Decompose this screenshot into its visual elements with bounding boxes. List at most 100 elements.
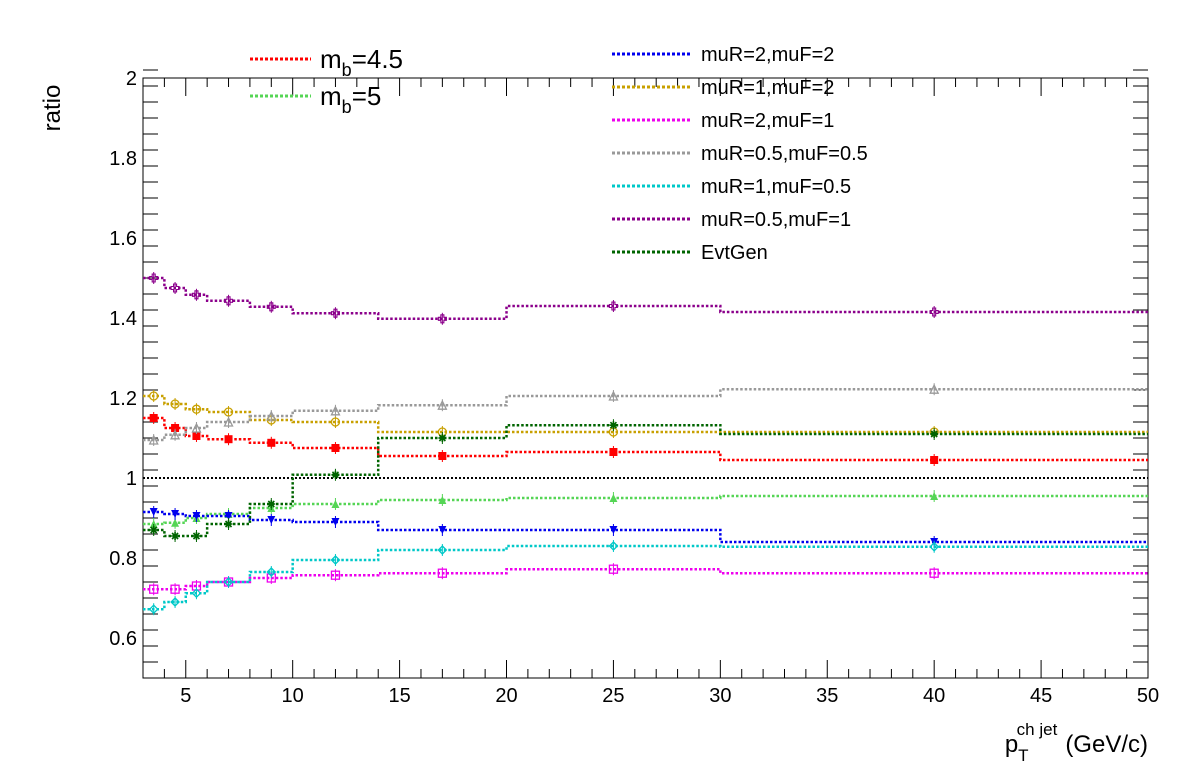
legend-label: muR=0.5,muF=0.5: [701, 143, 868, 165]
data-point-marker: [192, 532, 201, 540]
legend-big-label: mb=5: [320, 81, 381, 117]
data-point-marker: [170, 429, 181, 440]
data-point-marker: [929, 307, 939, 317]
data-point-marker: [330, 555, 341, 565]
series-step-line: [143, 416, 1148, 462]
y-tick-label: 2: [126, 68, 137, 90]
data-point-marker: [171, 532, 180, 540]
data-point-marker: [331, 444, 340, 452]
data-point-marker: [171, 518, 180, 527]
data-point-marker: [148, 434, 159, 445]
data-point-marker: [149, 508, 158, 516]
y-axis-label: ratio: [39, 85, 66, 132]
x-axis-label-sub: T: [1018, 746, 1028, 765]
x-tick-label: 50: [1137, 685, 1159, 707]
data-point-marker: [331, 470, 340, 479]
data-point-marker: [609, 494, 618, 502]
legend-label: EvtGen: [701, 242, 768, 264]
x-tick-label: 20: [495, 685, 517, 707]
data-point-marker: [192, 432, 201, 440]
data-point-marker: [170, 597, 180, 607]
data-point-marker: [929, 541, 940, 552]
data-point-marker: [191, 290, 202, 300]
legend-scales: muR=2,muF=2 muR=1,muF=2 muR=2,muF=1 muR=0.5…: [612, 44, 868, 264]
data-point-marker: [330, 570, 341, 580]
data-point-marker: [330, 405, 341, 416]
legend-label: muR=2,muF=1: [701, 110, 834, 132]
data-point-marker: [149, 584, 159, 594]
series-step-line: [143, 276, 1148, 321]
x-axis-label-unit: (GeV/c): [1065, 731, 1148, 758]
series-8: [143, 272, 1148, 325]
data-point-marker: [149, 414, 158, 422]
data-point-marker: [191, 404, 202, 414]
data-point-marker: [438, 496, 447, 504]
x-tick-label: 10: [282, 685, 304, 707]
legend-mass: mb=4.5mb=5: [250, 44, 403, 117]
data-point-marker: [149, 391, 159, 401]
data-point-marker: [437, 568, 448, 578]
x-axis-label-main: p: [1005, 731, 1018, 758]
y-tick-label: 0.6: [109, 628, 137, 650]
data-point-marker: [266, 410, 277, 421]
data-point-marker: [223, 416, 234, 427]
data-point-marker: [192, 512, 201, 520]
data-point-marker: [330, 417, 341, 427]
series-6: [143, 383, 1148, 446]
data-point-marker: [170, 283, 180, 293]
legend-entry: muR=2,muF=2: [612, 44, 834, 66]
series-step-line: [143, 544, 1148, 611]
series-step-line: [143, 567, 1148, 591]
y-tick-label: 1.2: [109, 388, 137, 410]
legend-big-entry: mb=4.5: [250, 44, 403, 80]
data-point-marker: [437, 399, 448, 410]
data-point-marker: [267, 516, 276, 524]
data-point-marker: [930, 430, 939, 438]
data-point-marker: [437, 545, 448, 555]
data-point-marker: [191, 422, 202, 433]
data-point-marker: [170, 399, 180, 409]
legend-entry: muR=0.5,muF=1: [612, 209, 851, 231]
x-tick-label: 45: [1030, 685, 1052, 707]
data-point-marker: [609, 448, 618, 456]
x-tick-label: 15: [388, 685, 410, 707]
y-tick-label: 1.4: [109, 308, 137, 330]
y-axis-ticks: 0.6 0.8 1 1.2 1.4 1.6 1.8 2: [109, 68, 1148, 679]
y-tick-label: 1.8: [109, 148, 137, 170]
data-point-marker: [930, 456, 939, 464]
data-point-marker: [438, 434, 447, 442]
plot-frame: [142, 77, 1149, 679]
x-tick-label: 30: [709, 685, 731, 707]
data-point-marker: [930, 492, 939, 500]
legend-entry: EvtGen: [612, 242, 768, 264]
data-point-marker: [191, 588, 202, 599]
legend-entry: muR=0.5,muF=0.5: [612, 143, 868, 165]
data-point-marker: [267, 438, 276, 447]
data-point-marker: [929, 383, 940, 394]
x-tick-label: 35: [816, 685, 838, 707]
data-point-marker: [330, 308, 340, 318]
series-step-line: [143, 387, 1148, 442]
legend-label: muR=2,muF=2: [701, 44, 834, 66]
data-point-marker: [267, 500, 276, 508]
x-axis-ticks: 5 10 15 20 25 30 35 40 45 50: [142, 78, 1159, 707]
data-point-marker: [331, 500, 340, 508]
data-point-marker: [266, 302, 276, 312]
y-tick-label: 1: [126, 468, 137, 490]
data-point-marker: [149, 526, 158, 534]
series-9: [143, 419, 1148, 542]
data-point-marker: [609, 526, 618, 534]
data-point-marker: [608, 390, 619, 401]
data-point-marker: [331, 518, 340, 526]
legend-label: muR=0.5,muF=1: [701, 209, 851, 231]
data-point-marker: [929, 568, 939, 578]
x-tick-label: 25: [602, 685, 624, 707]
data-point-marker: [149, 273, 159, 283]
data-point-marker: [608, 564, 619, 574]
data-point-marker: [438, 526, 447, 534]
legend-big-label: mb=4.5: [320, 44, 403, 80]
data-point-marker: [609, 421, 618, 430]
legend-big-entry: mb=5: [250, 81, 381, 117]
data-point-marker: [223, 577, 234, 587]
